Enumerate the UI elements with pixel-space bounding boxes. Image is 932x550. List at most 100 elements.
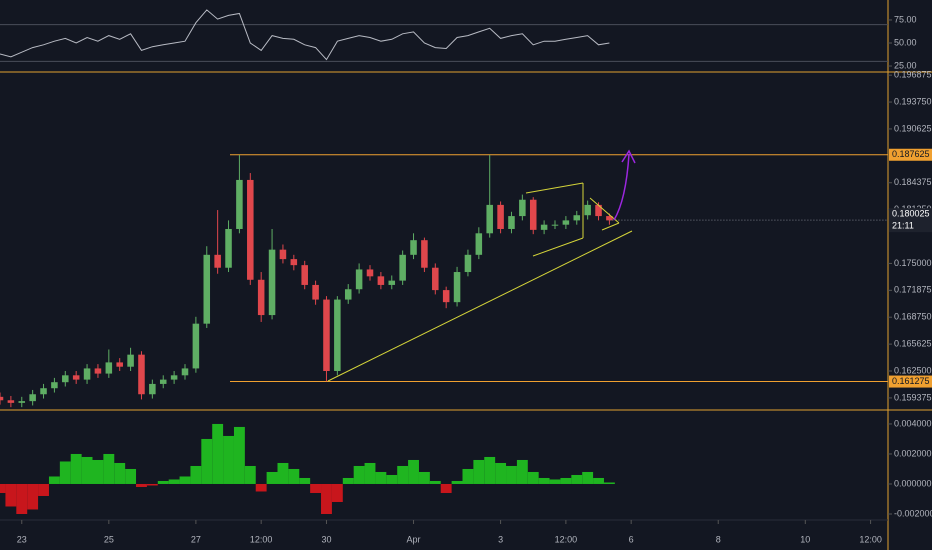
candle-body (51, 382, 58, 389)
candle-body (192, 323, 200, 369)
oscillator-bar (212, 423, 224, 484)
y-tick-label: 0.000000 (894, 478, 932, 488)
candle-body (62, 375, 69, 383)
oscillator-bar (451, 480, 463, 484)
oscillator-bar (157, 480, 169, 484)
wedge-line (601, 222, 620, 231)
x-tick-label: 30 (321, 534, 331, 544)
y-tick-label: 0.168750 (894, 312, 932, 322)
x-tick-label: 6 (629, 534, 634, 544)
candle-body (486, 204, 493, 234)
candle-body (529, 199, 537, 230)
y-tick-label: 25.00 (894, 60, 917, 70)
candle-body (388, 280, 396, 285)
price-line-label-box (889, 148, 932, 161)
candle-body (497, 204, 504, 229)
y-tick-label: 0.159375 (894, 392, 932, 402)
candle-body (551, 224, 559, 226)
oscillator-bar (527, 471, 539, 484)
oscillator-bar (48, 476, 60, 484)
projection-arrow (613, 153, 630, 221)
oscillator-bar (70, 453, 82, 484)
y-tick-label: 0.190625 (894, 123, 932, 133)
oscillator-bar (38, 483, 49, 496)
oscillator-bar (59, 461, 71, 484)
candle-body (0, 396, 4, 401)
candle-body (584, 204, 591, 216)
oscillator-bar (397, 465, 409, 484)
oscillator-bar (375, 471, 387, 484)
candle-body (344, 289, 352, 300)
y-tick-label: 75.00 (894, 14, 917, 24)
oscillator-bar (277, 462, 289, 484)
price-line-label: 0.187625 (892, 149, 930, 159)
oscillator-bar (506, 465, 517, 484)
oscillator-bar (593, 477, 604, 484)
oscillator-bar (571, 474, 583, 484)
candle-body (519, 199, 526, 217)
oscillator-bar (484, 456, 496, 484)
oscillator-bar (179, 476, 191, 484)
oscillator-bar (462, 468, 474, 484)
last-price-label: 0.180025 (892, 209, 930, 219)
candle-body (464, 254, 472, 273)
candle-body (159, 379, 167, 384)
oscillator-bar (244, 465, 256, 484)
last-price-box (889, 208, 932, 233)
oscillator-bar (331, 483, 343, 502)
y-tick-label: 0.184375 (894, 177, 932, 187)
candle-body (606, 216, 613, 221)
x-tick-label: 12:00 (250, 534, 273, 544)
oscillator-bar (473, 459, 485, 484)
channel-line (525, 182, 584, 194)
oscillator-bar (429, 480, 441, 484)
candle-body (247, 179, 254, 280)
oscillator-bar (386, 474, 398, 484)
candle-body (105, 362, 113, 374)
candle-body (170, 375, 178, 380)
oscillator-bar (342, 477, 354, 484)
oscillator-bar (255, 483, 267, 492)
candle-body (116, 362, 123, 367)
candle-body (268, 249, 276, 316)
oscillator-bar (233, 426, 245, 484)
oscillator-bar (266, 471, 278, 484)
y-tick-label: 0.196875 (894, 70, 932, 80)
drawings (327, 149, 636, 382)
x-tick-label: 12:00 (859, 534, 882, 544)
x-tick-label: 23 (17, 534, 27, 544)
candle-body (562, 220, 570, 225)
candle-body (334, 299, 341, 372)
candle-body (399, 254, 406, 281)
channel-line (532, 237, 584, 257)
candle-body (453, 272, 461, 303)
x-tick-label: 25 (104, 534, 114, 544)
oscillator-bar (603, 482, 615, 484)
y-tick-label: 0.004000 (894, 418, 932, 428)
candle-body (72, 375, 80, 380)
oscillator-bar (201, 438, 213, 484)
candle-body (83, 368, 91, 380)
x-tick-label: 27 (191, 534, 201, 544)
y-tick-label: 0.162500 (894, 365, 932, 375)
candle-body (94, 368, 102, 374)
oscillator-bar (418, 471, 430, 484)
candle-body (18, 401, 26, 403)
candle-body (432, 267, 439, 291)
candle-body (410, 240, 417, 255)
oscillator-bar (92, 459, 104, 484)
oscillator-bar (353, 465, 365, 484)
oscillator-bar (223, 435, 234, 484)
oscillator-bar (190, 465, 202, 484)
oscillator-bar (114, 462, 126, 484)
candle-body (366, 269, 374, 277)
x-tick-label: 10 (800, 534, 810, 544)
oscillator-bar (136, 483, 147, 487)
candle-body (475, 233, 483, 255)
oscillator-bar (516, 459, 528, 484)
oscillator-bar (146, 483, 158, 486)
oscillator-bar (299, 477, 311, 484)
